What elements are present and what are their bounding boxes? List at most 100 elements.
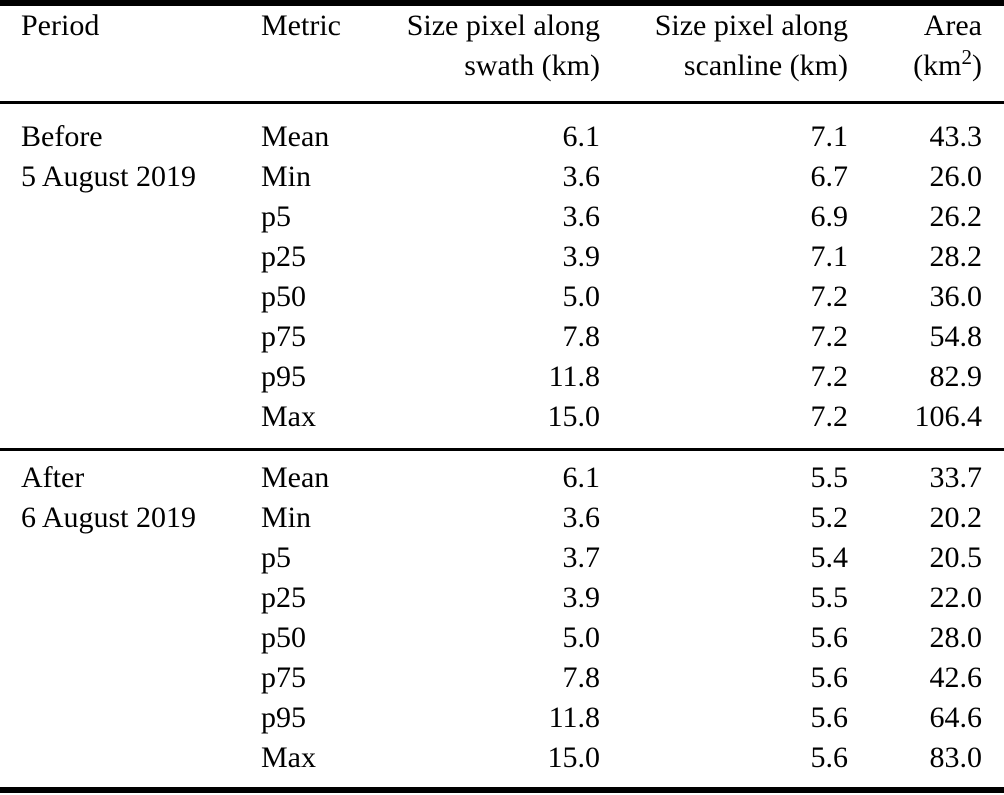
- table-row: p75 7.8 7.2 54.8: [0, 317, 1004, 357]
- metric-cell: Min: [261, 160, 312, 193]
- scanline-value: 5.4: [810, 541, 849, 574]
- table-header-row: Period Metric Size pixel along swath (km…: [0, 6, 1004, 86]
- header-metric: Metric: [261, 9, 341, 42]
- swath-value: 6.1: [562, 461, 601, 494]
- area-value: 36.0: [929, 280, 983, 313]
- header-area-line1: Area: [923, 9, 982, 42]
- scanline-value: 7.1: [810, 120, 849, 153]
- area-value: 26.2: [929, 200, 983, 233]
- scanline-value: 7.2: [810, 400, 849, 433]
- swath-value: 11.8: [548, 701, 600, 734]
- section-after: After Mean 6.1 5.5 33.7 6 August 2019 Mi…: [0, 458, 1004, 778]
- swath-value: 11.8: [548, 360, 600, 393]
- area-value: 42.6: [929, 661, 983, 694]
- top-rule: [0, 0, 1004, 6]
- header-scanline-line2: scanline (km): [683, 49, 848, 82]
- period-cell: [0, 618, 261, 658]
- metric-cell: Max: [261, 741, 316, 774]
- table-row: p25 3.9 7.1 28.2: [0, 237, 1004, 277]
- header-area: Area (km2): [848, 6, 1004, 86]
- scanline-value: 5.6: [810, 621, 849, 654]
- area-value: 28.0: [929, 621, 983, 654]
- area-value: 43.3: [929, 120, 983, 153]
- swath-value: 7.8: [562, 320, 601, 353]
- table-row: p75 7.8 5.6 42.6: [0, 658, 1004, 698]
- period-cell: [0, 738, 261, 778]
- scanline-value: 7.2: [810, 360, 849, 393]
- table-row: 5 August 2019 Min 3.6 6.7 26.0: [0, 157, 1004, 197]
- table-row: Max 15.0 7.2 106.4: [0, 397, 1004, 437]
- period-cell: Before: [21, 120, 103, 153]
- metric-cell: Min: [261, 501, 312, 534]
- period-cell: 6 August 2019: [21, 501, 197, 534]
- scanline-value: 6.9: [810, 200, 849, 233]
- swath-value: 7.8: [562, 661, 601, 694]
- header-separator-rule: [0, 101, 1004, 104]
- metric-cell: p75: [261, 661, 306, 694]
- area-unit-post: ): [972, 49, 982, 82]
- swath-value: 15.0: [547, 741, 601, 774]
- table-row: p50 5.0 5.6 28.0: [0, 618, 1004, 658]
- header-swath-line1: Size pixel along: [406, 9, 600, 42]
- table-row: p50 5.0 7.2 36.0: [0, 277, 1004, 317]
- metric-cell: Mean: [261, 120, 330, 153]
- scanline-value: 5.6: [810, 741, 849, 774]
- swath-value: 6.1: [562, 120, 601, 153]
- swath-value: 5.0: [562, 621, 601, 654]
- header-area-unit: (km2): [848, 46, 982, 86]
- period-cell: [0, 317, 261, 357]
- bottom-rule: [0, 787, 1004, 793]
- period-cell: [0, 277, 261, 317]
- area-unit-superscript: 2: [961, 45, 973, 69]
- metric-cell: Mean: [261, 461, 330, 494]
- period-cell: [0, 237, 261, 277]
- area-value: 26.0: [929, 160, 983, 193]
- swath-value: 3.9: [562, 581, 601, 614]
- metric-cell: p50: [261, 280, 306, 313]
- period-cell: [0, 357, 261, 397]
- area-value: 20.5: [929, 541, 983, 574]
- metric-cell: p75: [261, 320, 306, 353]
- scanline-value: 5.5: [810, 461, 849, 494]
- scanline-value: 5.6: [810, 661, 849, 694]
- scanline-value: 7.2: [810, 320, 849, 353]
- metric-cell: p5: [261, 541, 291, 574]
- period-cell: [0, 538, 261, 578]
- swath-value: 15.0: [547, 400, 601, 433]
- area-value: 106.4: [914, 400, 983, 433]
- period-cell: [0, 698, 261, 738]
- area-value: 82.9: [929, 360, 983, 393]
- scanline-value: 7.2: [810, 280, 849, 313]
- period-cell: After: [21, 461, 85, 494]
- period-cell: [0, 578, 261, 618]
- area-value: 20.2: [929, 501, 983, 534]
- section-before: Before Mean 6.1 7.1 43.3 5 August 2019 M…: [0, 117, 1004, 437]
- metric-cell: p95: [261, 701, 306, 734]
- table-row: p95 11.8 7.2 82.9: [0, 357, 1004, 397]
- period-cell: 5 August 2019: [21, 160, 197, 193]
- scanline-value: 5.6: [810, 701, 849, 734]
- area-value: 64.6: [929, 701, 983, 734]
- table-row: 6 August 2019 Min 3.6 5.2 20.2: [0, 498, 1004, 538]
- metric-cell: Max: [261, 400, 316, 433]
- section-separator-rule: [0, 448, 1004, 451]
- header-swath: Size pixel along swath (km): [363, 6, 600, 86]
- table-row: After Mean 6.1 5.5 33.7: [0, 458, 1004, 498]
- swath-value: 3.6: [562, 160, 601, 193]
- table-row: p95 11.8 5.6 64.6: [0, 698, 1004, 738]
- swath-value: 3.6: [562, 200, 601, 233]
- area-value: 83.0: [929, 741, 983, 774]
- metric-cell: p95: [261, 360, 306, 393]
- period-cell: [0, 197, 261, 237]
- metric-cell: p5: [261, 200, 291, 233]
- header-period: Period: [21, 9, 100, 42]
- area-value: 33.7: [929, 461, 983, 494]
- table-row: Max 15.0 5.6 83.0: [0, 738, 1004, 778]
- swath-value: 3.6: [562, 501, 601, 534]
- table-row: p5 3.6 6.9 26.2: [0, 197, 1004, 237]
- metric-cell: p25: [261, 240, 306, 273]
- area-value: 28.2: [929, 240, 983, 273]
- header-scanline-line1: Size pixel along: [654, 9, 848, 42]
- table-row: p5 3.7 5.4 20.5: [0, 538, 1004, 578]
